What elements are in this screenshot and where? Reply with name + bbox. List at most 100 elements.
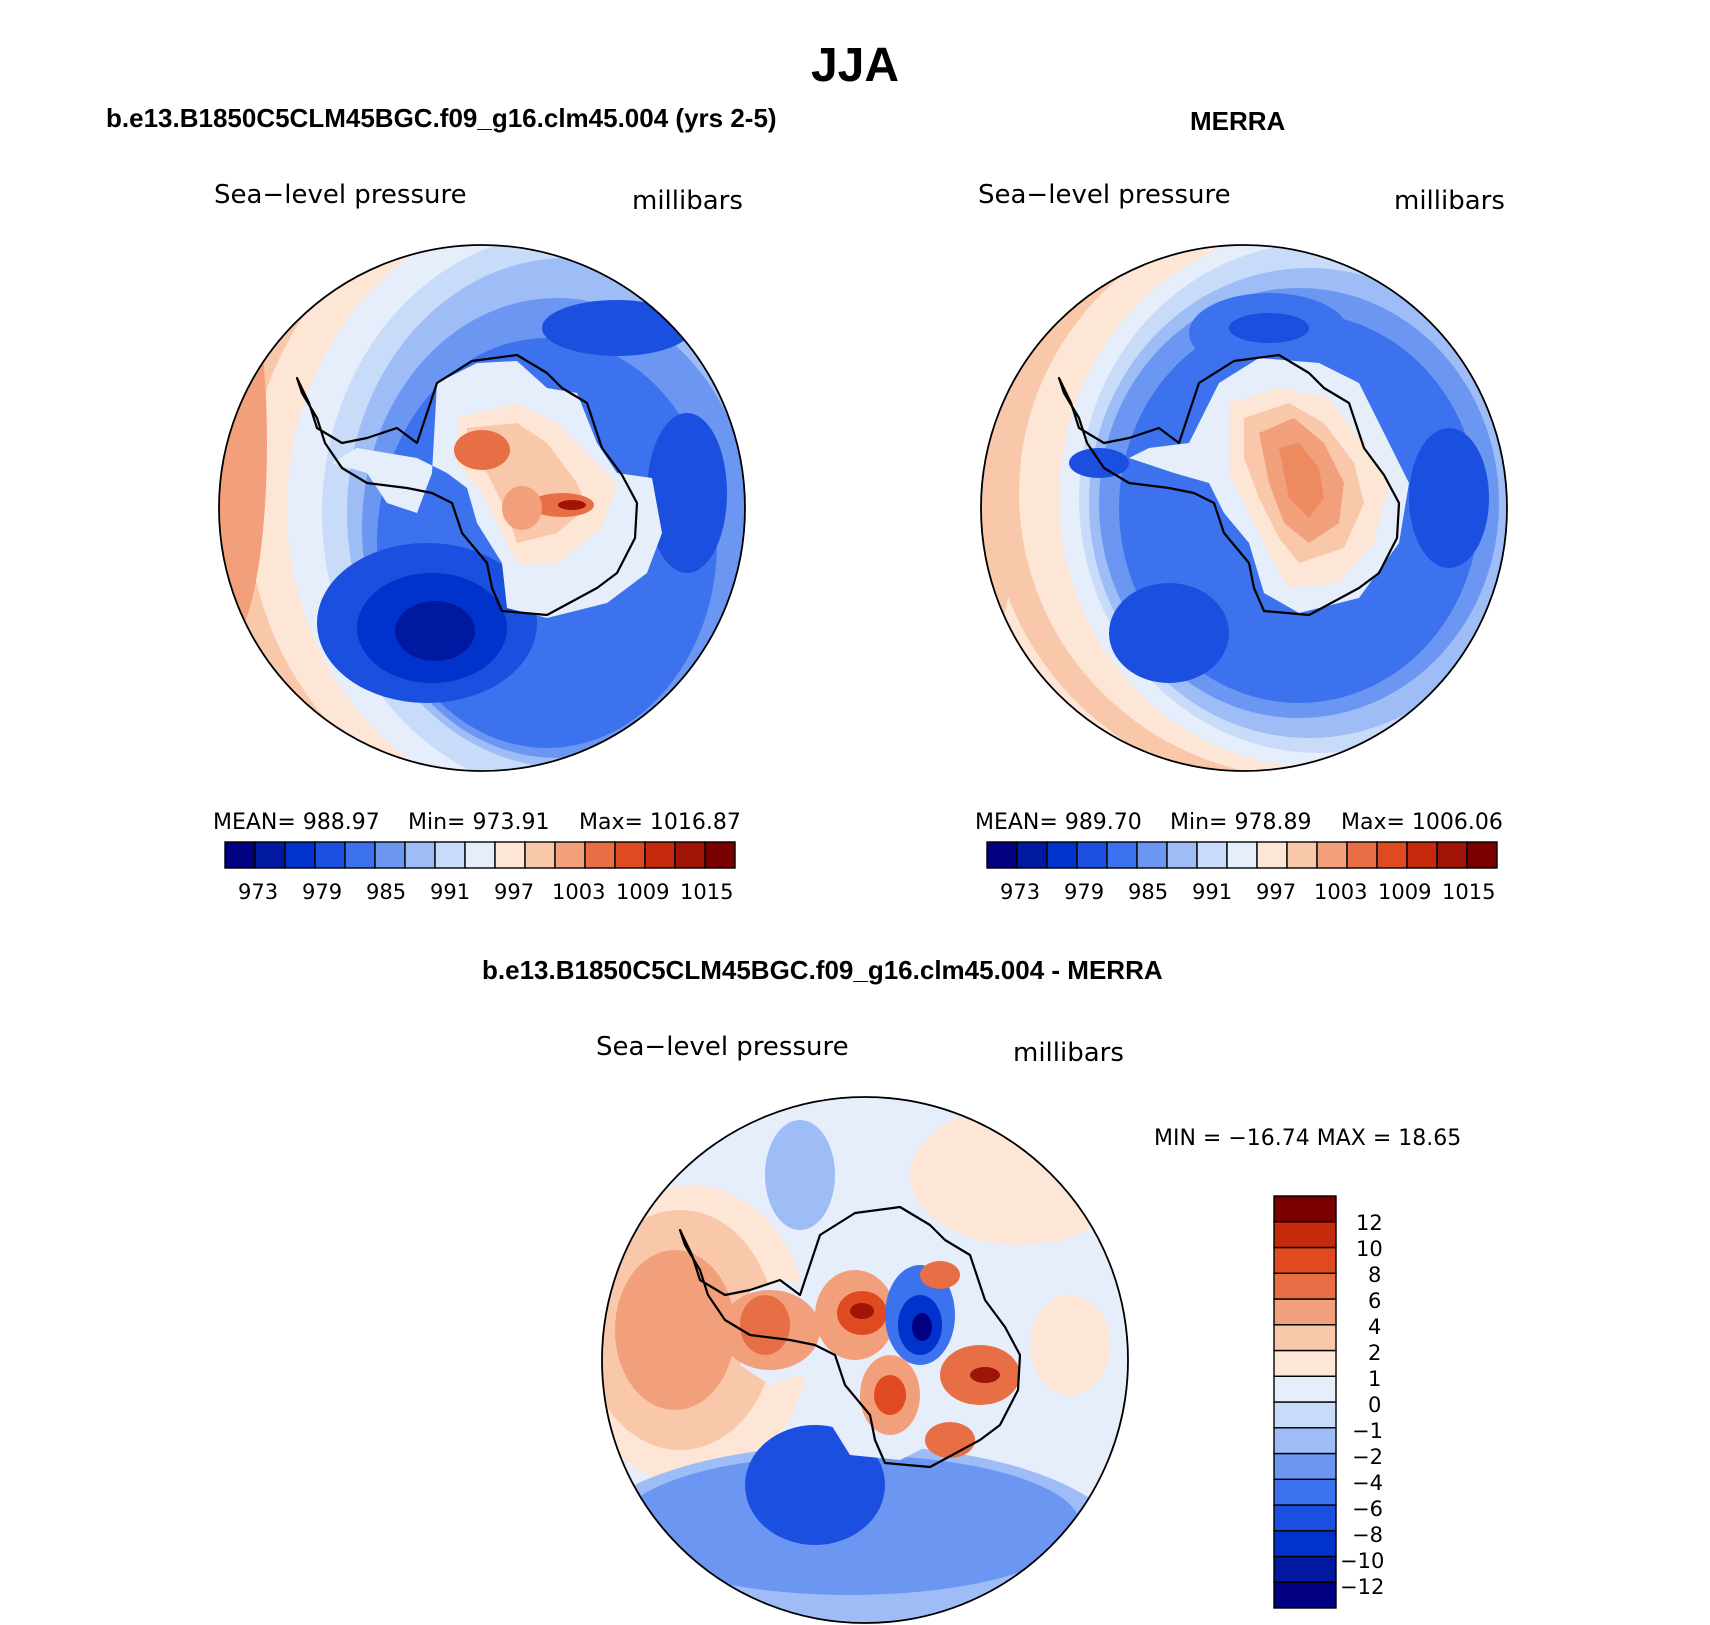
colorbar-tick-label: −4 [1352, 1471, 1383, 1495]
panel-1-title: b.e13.B1850C5CLM45BGC.f09_g16.clm45.004 … [106, 103, 777, 133]
panel-1-variable-label: Sea−level pressure [214, 180, 467, 210]
colorbar-tick-label: 979 [302, 880, 343, 904]
colorbar-tick-label: 1015 [680, 880, 734, 904]
colorbar-tick-label: 973 [238, 880, 279, 904]
colorbar-cell [1166, 841, 1198, 869]
panel-3-title: b.e13.B1850C5CLM45BGC.f09_g16.clm45.004 … [482, 955, 1163, 985]
colorbar-cell [254, 841, 286, 869]
colorbar-cell [1273, 1478, 1337, 1506]
panel-2-units-label: millibars [1394, 186, 1505, 216]
panel-1-mean-stat: MEAN= 988.97 [213, 810, 380, 835]
colorbar-cell [674, 841, 706, 869]
colorbar-tick-label: 1009 [1378, 880, 1432, 904]
colorbar-cell [1273, 1452, 1337, 1480]
figure-title: JJA [810, 39, 900, 92]
panel-1-colorbar [224, 841, 736, 869]
panel-1-colorbar-ticks: 973 979 985 991 997 1003 1009 1015 [224, 880, 744, 910]
colorbar-cell [284, 841, 316, 869]
colorbar-tick-label: 2 [1368, 1341, 1382, 1365]
colorbar-cell [1106, 841, 1138, 869]
panel-2-variable-label: Sea−level pressure [978, 180, 1231, 210]
colorbar-tick-label: −8 [1352, 1523, 1383, 1547]
colorbar-cell [1376, 841, 1408, 869]
colorbar-tick-label: 1 [1368, 1367, 1382, 1391]
colorbar-cell [1316, 841, 1348, 869]
colorbar-tick-label: 1015 [1442, 880, 1496, 904]
colorbar-tick-label: 979 [1064, 880, 1105, 904]
colorbar-cell [1273, 1504, 1337, 1532]
colorbar-cell [1196, 841, 1228, 869]
colorbar-cell [644, 841, 676, 869]
panel-2-colorbar-ticks: 973 979 985 991 997 1003 1009 1015 [986, 880, 1506, 910]
colorbar-tick-label: 997 [1256, 880, 1297, 904]
panel-1-units-label: millibars [632, 186, 743, 216]
colorbar-tick-label: 997 [494, 880, 535, 904]
colorbar-cell [314, 841, 346, 869]
colorbar-cell [1273, 1298, 1337, 1326]
colorbar-cell [1406, 841, 1438, 869]
colorbar-cell [464, 841, 496, 869]
panel-3-units-label: millibars [1013, 1038, 1124, 1068]
colorbar-cell [434, 841, 466, 869]
colorbar-cell [1286, 841, 1318, 869]
colorbar-cell [404, 841, 436, 869]
colorbar-tick-label: 985 [366, 880, 407, 904]
colorbar-tick-label: −6 [1352, 1497, 1383, 1521]
panel-2-title: MERRA [1190, 106, 1286, 136]
colorbar-tick-label: 10 [1356, 1237, 1383, 1261]
colorbar-cell [494, 841, 526, 869]
colorbar-cell [986, 841, 1018, 869]
panel-3-colorbar-ticks: 12 10 8 6 4 2 1 0 −1 −2 −4 −6 −8 −10 −12 [1340, 1195, 1428, 1615]
colorbar-cell [1273, 1349, 1337, 1377]
colorbar-cell [1436, 841, 1468, 869]
colorbar-cell [224, 841, 256, 869]
colorbar-cell [1226, 841, 1258, 869]
panel-1-max-stat: Max= 1016.87 [579, 810, 741, 835]
colorbar-cell [704, 841, 736, 869]
colorbar-cell [1046, 841, 1078, 869]
colorbar-cell [1273, 1555, 1337, 1583]
colorbar-cell [524, 841, 556, 869]
colorbar-tick-label: 985 [1128, 880, 1169, 904]
colorbar-tick-label: −2 [1352, 1445, 1383, 1469]
colorbar-cell [1256, 841, 1288, 869]
colorbar-tick-label: 8 [1368, 1263, 1382, 1287]
colorbar-cell [554, 841, 586, 869]
colorbar-cell [1273, 1324, 1337, 1352]
colorbar-cell [1273, 1272, 1337, 1300]
colorbar-tick-label: −12 [1340, 1575, 1385, 1599]
colorbar-cell [344, 841, 376, 869]
panel-3-polar-map [601, 1096, 1129, 1624]
colorbar-cell [1273, 1530, 1337, 1558]
colorbar-tick-label: 973 [1000, 880, 1041, 904]
colorbar-tick-label: −10 [1340, 1549, 1385, 1573]
colorbar-cell [1273, 1401, 1337, 1429]
panel-1-polar-map [218, 244, 746, 772]
panel-3-colorbar [1273, 1195, 1337, 1609]
panel-1-min-stat: Min= 973.91 [408, 810, 550, 835]
panel-2-colorbar [986, 841, 1498, 869]
colorbar-cell [374, 841, 406, 869]
colorbar-cell [1273, 1427, 1337, 1455]
colorbar-tick-label: 4 [1368, 1315, 1382, 1339]
colorbar-tick-label: 991 [430, 880, 471, 904]
colorbar-cell [1273, 1246, 1337, 1274]
colorbar-cell [1273, 1581, 1337, 1609]
colorbar-cell [1466, 841, 1498, 869]
panel-2-polar-map [980, 244, 1508, 772]
colorbar-tick-label: 0 [1368, 1393, 1382, 1417]
panel-2-mean-stat: MEAN= 989.70 [975, 810, 1142, 835]
colorbar-tick-label: 1009 [616, 880, 670, 904]
colorbar-tick-label: 12 [1356, 1211, 1383, 1235]
colorbar-cell [1273, 1221, 1337, 1249]
colorbar-cell [1136, 841, 1168, 869]
colorbar-cell [584, 841, 616, 869]
colorbar-tick-label: −1 [1352, 1419, 1383, 1443]
panel-3-minmax-stat: MIN = −16.74 MAX = 18.65 [1154, 1126, 1462, 1151]
colorbar-cell [614, 841, 646, 869]
colorbar-cell [1346, 841, 1378, 869]
colorbar-tick-label: 1003 [552, 880, 606, 904]
colorbar-tick-label: 6 [1368, 1289, 1382, 1313]
colorbar-cell [1076, 841, 1108, 869]
colorbar-cell [1016, 841, 1048, 869]
